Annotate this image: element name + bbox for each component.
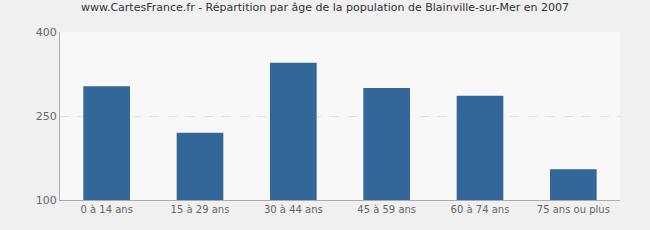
svg-text:250: 250 [36,110,57,123]
svg-text:0 à 14 ans: 0 à 14 ans [80,204,132,215]
svg-text:400: 400 [36,26,57,39]
svg-text:100: 100 [36,194,57,207]
svg-text:30 à 44 ans: 30 à 44 ans [264,204,323,215]
svg-text:www.CartesFrance.fr - Répartit: www.CartesFrance.fr - Répartition par âg… [81,1,569,14]
svg-text:45 à 59 ans: 45 à 59 ans [357,204,416,215]
svg-text:15 à 29 ans: 15 à 29 ans [171,204,230,215]
svg-text:60 à 74 ans: 60 à 74 ans [451,204,510,215]
svg-text:75 ans ou plus: 75 ans ou plus [537,204,610,215]
